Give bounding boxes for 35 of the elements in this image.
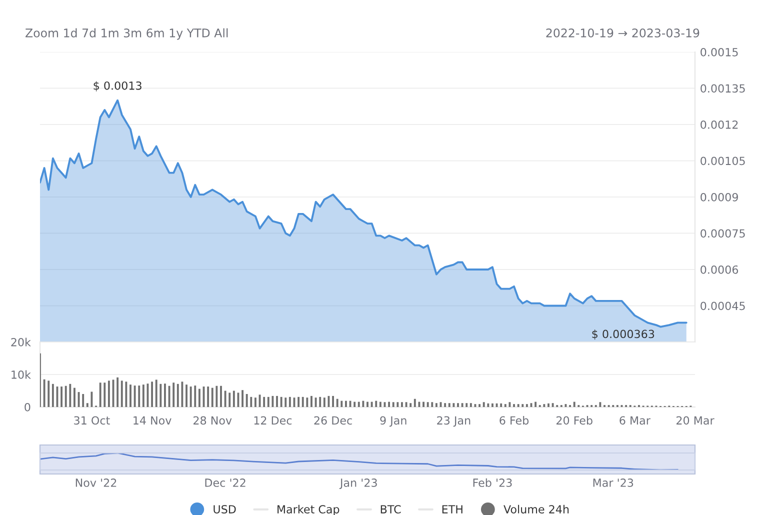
text: 2022-10-19 → 2023-03-19 (546, 28, 700, 38)
legend-label: USD (214, 505, 236, 514)
x-tick-label: Nov '22 (76, 478, 116, 487)
annotation: $ 0.000363 (592, 330, 654, 340)
x-tick-label: 20 Mar (676, 416, 714, 425)
x-tick-label: Feb '23 (473, 478, 512, 487)
x-tick-label: 6 Feb (500, 416, 529, 425)
x-tick-label: Dec '22 (205, 478, 246, 487)
y-tick-label: 0 (24, 402, 30, 412)
x-tick-label: 6 Mar (620, 416, 650, 425)
y-tick-label: 0.0012 (700, 120, 738, 129)
x-tick-label: 20 Feb (556, 416, 592, 425)
y-tick-label: 0.00075 (700, 229, 745, 238)
x-tick-label: 31 Oct (74, 416, 110, 425)
x-tick-label: 12 Dec (254, 416, 292, 425)
y-tick-label: 0.00105 (700, 156, 745, 166)
legend-label: BTC (380, 505, 401, 514)
x-tick-label: Jan '23 (339, 478, 377, 489)
text: Zoom 1d 7d 1m 3m 6m 1y YTD All (26, 28, 228, 40)
y-tick-label: 20k (11, 338, 31, 346)
x-tick-label: 26 Dec (314, 416, 352, 425)
legend-label: Volume 24h (504, 504, 569, 514)
x-tick-label: 9 Jan (380, 416, 406, 427)
y-tick-label: 0.00045 (700, 302, 745, 310)
annotation: $ 0.0013 (94, 81, 142, 92)
y-tick-label: 10k (12, 370, 31, 379)
y-tick-label: 0.0009 (700, 192, 738, 202)
x-tick-label: 14 Nov (134, 416, 172, 425)
x-tick-label: 28 Nov (194, 416, 232, 425)
x-tick-label: 23 Jan (437, 416, 470, 427)
y-tick-label: 0.00135 (700, 84, 745, 93)
y-tick-label: 0.0015 (700, 48, 738, 56)
y-tick-label: 0.0006 (700, 265, 738, 274)
x-tick-label: Mar '23 (593, 478, 634, 487)
legend-label: ETH (442, 505, 462, 514)
